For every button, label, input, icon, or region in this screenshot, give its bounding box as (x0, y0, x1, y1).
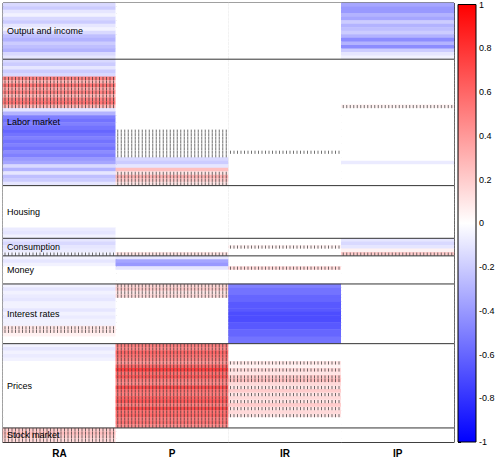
svg-text:Money: Money (7, 265, 35, 275)
svg-text:1: 1 (479, 0, 484, 10)
svg-text:0.8: 0.8 (479, 43, 492, 53)
svg-text:0.2: 0.2 (479, 175, 492, 185)
svg-text:Stock market: Stock market (7, 430, 60, 440)
svg-text:Consumption: Consumption (7, 242, 60, 252)
svg-text:IR: IR (280, 448, 291, 459)
svg-text:0: 0 (479, 218, 484, 228)
svg-text:Output and income: Output and income (7, 26, 83, 36)
svg-text:-1: -1 (479, 437, 487, 447)
svg-text:Interest rates: Interest rates (7, 309, 60, 319)
svg-text:-0.6: -0.6 (479, 350, 495, 360)
svg-text:P: P (169, 448, 176, 459)
svg-text:0.6: 0.6 (479, 87, 492, 97)
svg-text:0.4: 0.4 (479, 131, 492, 141)
svg-text:IP: IP (393, 448, 403, 459)
svg-text:Labor market: Labor market (7, 117, 61, 127)
svg-text:Housing: Housing (7, 207, 40, 217)
svg-text:-0.4: -0.4 (479, 306, 495, 316)
svg-text:Prices: Prices (7, 381, 33, 391)
svg-text:-0.8: -0.8 (479, 393, 495, 403)
svg-text:-0.2: -0.2 (479, 262, 495, 272)
svg-text:RA: RA (52, 448, 66, 459)
